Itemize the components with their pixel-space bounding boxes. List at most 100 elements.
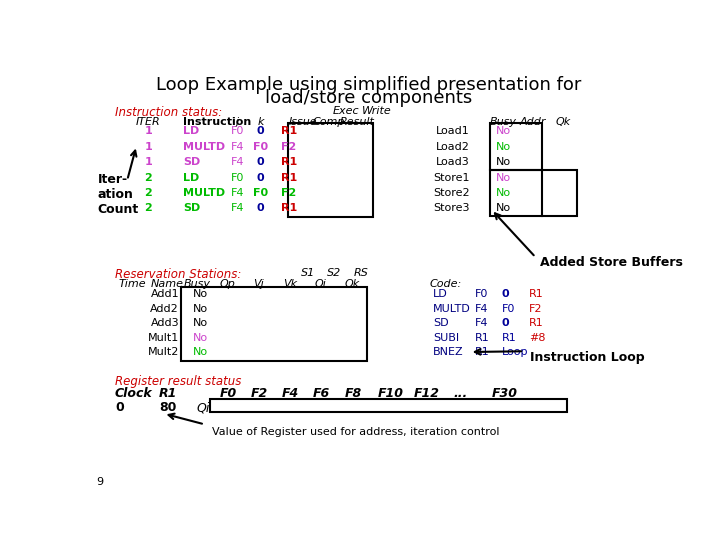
Text: No: No <box>495 188 510 198</box>
Text: Qk: Qk <box>344 279 359 289</box>
Text: Instruction: Instruction <box>183 117 251 127</box>
Text: 1: 1 <box>144 142 152 152</box>
Text: No: No <box>193 289 208 299</box>
Text: 9: 9 <box>96 477 104 487</box>
Text: Load3: Load3 <box>436 157 469 167</box>
Text: Load1: Load1 <box>436 126 469 137</box>
Text: 0: 0 <box>115 401 124 414</box>
Text: MULTD: MULTD <box>183 188 225 198</box>
Text: Exec: Exec <box>333 106 359 117</box>
Text: 2: 2 <box>144 173 152 183</box>
Text: Add2: Add2 <box>150 303 179 314</box>
Text: Mult2: Mult2 <box>148 347 179 357</box>
Text: Write: Write <box>362 106 392 117</box>
Text: #8: #8 <box>528 333 545 343</box>
Text: R1: R1 <box>282 204 297 213</box>
Text: F0: F0 <box>474 289 487 299</box>
Text: F12: F12 <box>414 387 440 401</box>
Text: LD: LD <box>183 173 199 183</box>
Text: 2: 2 <box>144 204 152 213</box>
Text: Mult1: Mult1 <box>148 333 179 343</box>
Text: 1: 1 <box>144 126 152 137</box>
Text: No: No <box>495 157 510 167</box>
Text: j: j <box>235 117 239 127</box>
Text: LD: LD <box>183 126 199 137</box>
Text: Code:: Code: <box>429 279 462 289</box>
Text: Qi: Qi <box>315 279 327 289</box>
Text: SD: SD <box>433 318 449 328</box>
Text: F4: F4 <box>474 303 488 314</box>
Text: F0: F0 <box>253 188 268 198</box>
Text: ...: ... <box>454 387 467 401</box>
Text: R1: R1 <box>282 126 297 137</box>
Text: F0: F0 <box>502 303 515 314</box>
Text: No: No <box>193 303 208 314</box>
Text: F2: F2 <box>251 387 268 401</box>
Text: SUBI: SUBI <box>433 333 459 343</box>
Text: Name: Name <box>151 279 184 289</box>
Text: No: No <box>193 347 208 357</box>
Text: Reservation Stations:: Reservation Stations: <box>114 268 241 281</box>
Bar <box>490 123 542 170</box>
Text: Busy: Busy <box>490 117 516 127</box>
Text: S2: S2 <box>327 268 341 278</box>
Text: Load2: Load2 <box>436 142 469 152</box>
Text: No: No <box>193 318 208 328</box>
Text: MULTD: MULTD <box>433 303 471 314</box>
Text: No: No <box>495 126 510 137</box>
Text: F4: F4 <box>282 387 299 401</box>
Text: Vk: Vk <box>283 279 297 289</box>
Text: LD: LD <box>433 289 448 299</box>
Text: F0: F0 <box>220 387 237 401</box>
Text: Comp: Comp <box>312 117 345 127</box>
Text: 1: 1 <box>144 157 152 167</box>
Text: Busy: Busy <box>184 279 210 289</box>
Text: k: k <box>257 117 264 127</box>
Text: Add1: Add1 <box>150 289 179 299</box>
Text: F2: F2 <box>282 142 297 152</box>
Text: F0: F0 <box>230 126 244 137</box>
Text: SD: SD <box>183 204 200 213</box>
Text: ation: ation <box>98 188 134 201</box>
Text: F0: F0 <box>253 142 268 152</box>
Text: F0: F0 <box>230 173 244 183</box>
Text: 0: 0 <box>257 126 264 137</box>
Text: 0: 0 <box>257 157 264 167</box>
Bar <box>287 123 373 217</box>
Text: Qi: Qi <box>197 401 210 414</box>
Text: Add3: Add3 <box>150 318 179 328</box>
Text: F4: F4 <box>230 157 244 167</box>
Text: 0: 0 <box>502 318 509 328</box>
Text: Iter-: Iter- <box>98 173 128 186</box>
Text: R1: R1 <box>158 387 176 401</box>
Text: R1: R1 <box>282 157 297 167</box>
Text: No: No <box>495 142 510 152</box>
Text: F2: F2 <box>282 188 297 198</box>
Text: F4: F4 <box>230 204 244 213</box>
Text: R1: R1 <box>474 333 489 343</box>
Text: Loop: Loop <box>502 347 528 357</box>
Text: F8: F8 <box>345 387 362 401</box>
Text: Added Store Buffers: Added Store Buffers <box>539 256 683 269</box>
Text: Value of Register used for address, iteration control: Value of Register used for address, iter… <box>212 428 500 437</box>
Text: Register result status: Register result status <box>114 375 241 388</box>
Bar <box>490 170 577 215</box>
Text: SD: SD <box>183 157 200 167</box>
Text: Store2: Store2 <box>433 188 469 198</box>
Text: No: No <box>495 204 510 213</box>
Text: F4: F4 <box>474 318 488 328</box>
Text: F30: F30 <box>492 387 518 401</box>
Text: F4: F4 <box>230 142 244 152</box>
Text: Vj: Vj <box>253 279 264 289</box>
Text: RS: RS <box>354 268 369 278</box>
Text: Op: Op <box>220 279 236 289</box>
Text: Addr: Addr <box>520 117 546 127</box>
Text: No: No <box>193 333 208 343</box>
Text: Loop Example using simplified presentation for: Loop Example using simplified presentati… <box>156 76 582 94</box>
Text: BNEZ: BNEZ <box>433 347 464 357</box>
Text: F10: F10 <box>378 387 404 401</box>
Text: No: No <box>495 173 510 183</box>
Text: Qk: Qk <box>555 117 570 127</box>
Text: F2: F2 <box>528 303 542 314</box>
Text: 0: 0 <box>502 289 509 299</box>
